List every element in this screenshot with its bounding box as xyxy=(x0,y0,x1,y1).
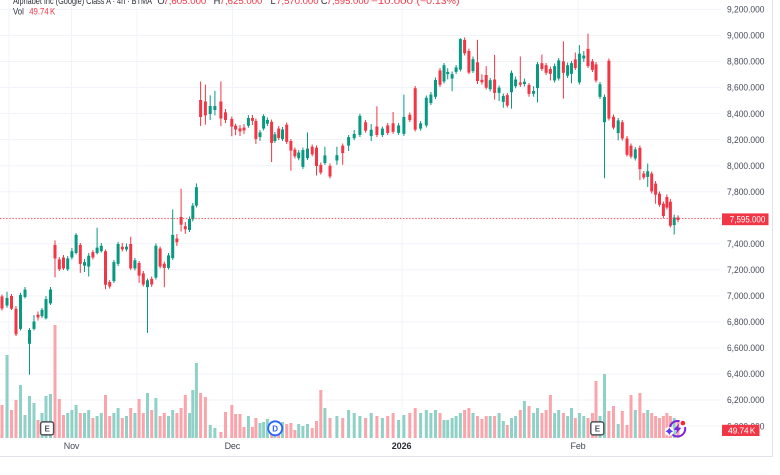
svg-text:(−0.13%): (−0.13%) xyxy=(417,0,460,6)
svg-text:7,400.000: 7,400.000 xyxy=(727,239,765,249)
svg-text:7,200.000: 7,200.000 xyxy=(727,265,765,275)
svg-text:8,200.000: 8,200.000 xyxy=(727,135,765,145)
svg-text:L: L xyxy=(271,0,276,6)
svg-text:8,400.000: 8,400.000 xyxy=(727,109,765,119)
svg-text:8,000.000: 8,000.000 xyxy=(727,161,765,171)
svg-text:7,595.000: 7,595.000 xyxy=(730,215,766,225)
svg-text:H: H xyxy=(214,0,221,6)
svg-text:9,000.000: 9,000.000 xyxy=(727,31,765,41)
svg-text:D: D xyxy=(272,425,278,434)
svg-text:7,000.000: 7,000.000 xyxy=(727,291,765,301)
svg-text:Alphabet Inc (Google) Class A: Alphabet Inc (Google) Class A · 4h · BTM… xyxy=(13,0,153,6)
svg-text:6,200.000: 6,200.000 xyxy=(727,395,765,405)
svg-text:O: O xyxy=(157,0,164,6)
svg-text:7,570.000: 7,570.000 xyxy=(276,0,318,6)
svg-text:2026: 2026 xyxy=(392,441,412,451)
svg-text:Nov: Nov xyxy=(64,441,80,451)
svg-text:6,800.000: 6,800.000 xyxy=(727,317,765,327)
svg-text:7,605.000: 7,605.000 xyxy=(163,0,206,6)
svg-text:E: E xyxy=(45,424,51,433)
svg-text:E: E xyxy=(595,424,601,433)
svg-text:8,600.000: 8,600.000 xyxy=(727,83,765,93)
svg-text:49.74 K: 49.74 K xyxy=(728,425,756,435)
svg-text:7,595.000: 7,595.000 xyxy=(327,0,369,6)
svg-text:−10.000: −10.000 xyxy=(371,0,413,6)
svg-text:Dec: Dec xyxy=(225,441,241,451)
svg-text:9,200.000: 9,200.000 xyxy=(727,5,765,15)
svg-text:49.74 K: 49.74 K xyxy=(29,7,56,17)
svg-text:7,800.000: 7,800.000 xyxy=(727,187,765,197)
svg-text:7,625.000: 7,625.000 xyxy=(220,0,263,6)
svg-text:Vol: Vol xyxy=(13,7,24,17)
svg-text:6,600.000: 6,600.000 xyxy=(727,343,765,353)
svg-text:6,400.000: 6,400.000 xyxy=(727,369,765,379)
svg-text:Feb: Feb xyxy=(571,441,586,451)
svg-text:C: C xyxy=(321,0,328,6)
svg-text:8,800.000: 8,800.000 xyxy=(727,57,765,67)
